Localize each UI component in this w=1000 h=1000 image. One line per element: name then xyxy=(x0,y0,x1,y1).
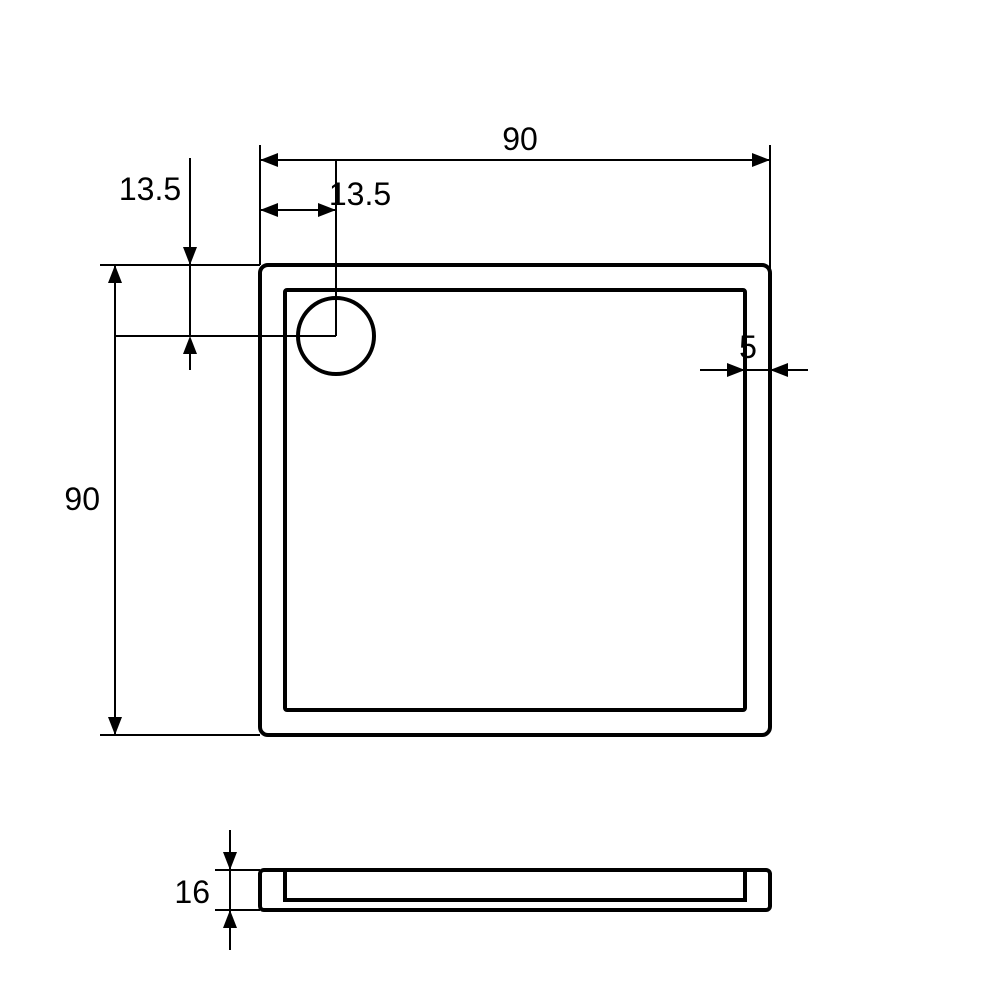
technical-drawing: 90 13.5 90 13.5 5 xyxy=(0,0,1000,1000)
dim-rim-5: 5 xyxy=(700,265,808,385)
dim-drain-y-label: 13.5 xyxy=(119,171,181,207)
dim-depth-16: 16 xyxy=(174,830,260,950)
side-view xyxy=(260,870,770,910)
dim-height-90-label: 90 xyxy=(64,481,100,517)
dim-depth-16-label: 16 xyxy=(174,874,210,910)
plan-inner-rect xyxy=(285,290,745,710)
dim-drain-x: 13.5 xyxy=(260,176,391,217)
dim-width-90-label: 90 xyxy=(502,121,538,157)
dim-rim-5-label: 5 xyxy=(739,329,757,365)
dim-drain-x-label: 13.5 xyxy=(329,176,391,212)
